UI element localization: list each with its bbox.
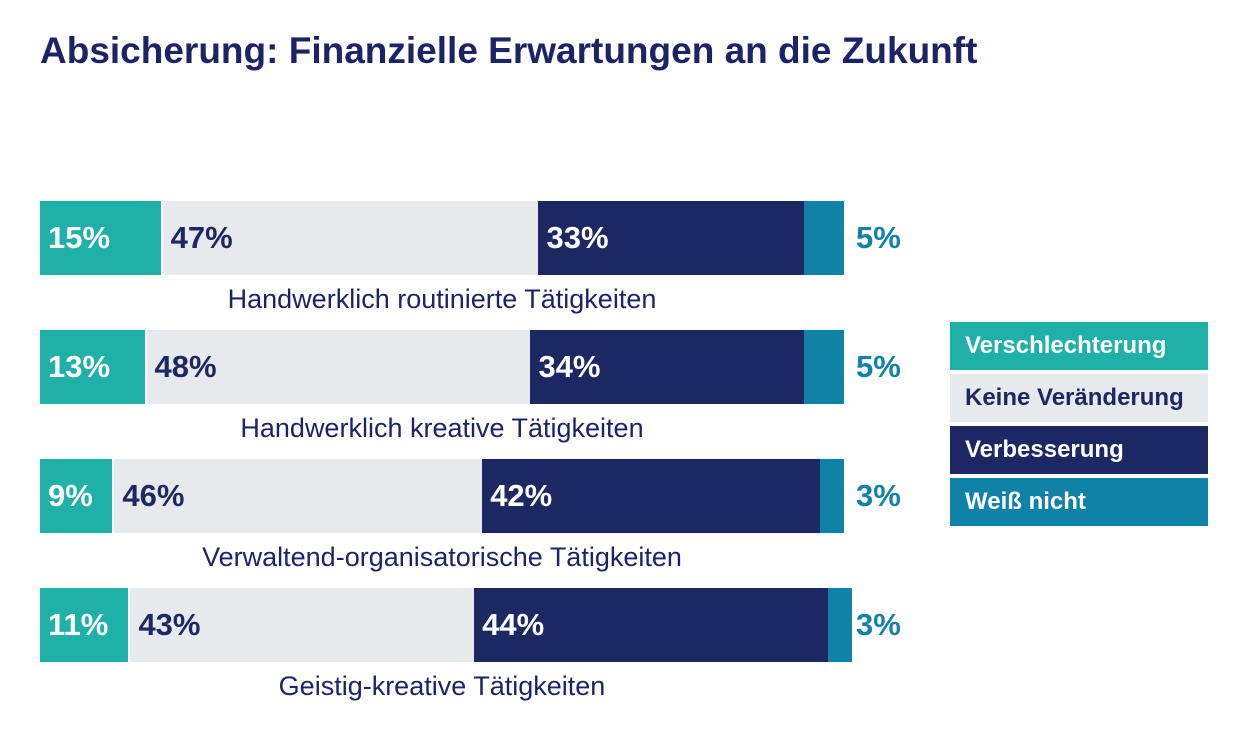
- data-label-weiss-nicht: 5%: [856, 220, 901, 255]
- bar-row-2: 13% 48% 34%: [40, 330, 844, 404]
- bar-segment-verbesserung: 44%: [474, 588, 828, 662]
- legend-item-keine-veraenderung: Keine Veränderung: [950, 374, 1208, 422]
- bar-segment-verschlechterung: 13%: [40, 330, 145, 404]
- chart-title: Absicherung: Finanzielle Erwartungen an …: [40, 30, 978, 71]
- bar-segment-weiss-nicht: [803, 201, 844, 275]
- legend-item-weiss-nicht: Weiß nicht: [950, 478, 1208, 526]
- bar-segment-keine-veraenderung: 48%: [144, 330, 531, 404]
- category-label: Geistig-kreative Tätigkeiten: [278, 671, 606, 701]
- data-label-weiss-nicht: 3%: [856, 607, 901, 642]
- legend-item-verschlechterung: Verschlechterung: [950, 322, 1208, 370]
- bar-segment-keine-veraenderung: 46%: [112, 459, 483, 533]
- bar-segment-keine-veraenderung: 43%: [128, 588, 475, 662]
- bar-segment-keine-veraenderung: 47%: [160, 201, 539, 275]
- bar-segment-weiss-nicht: [819, 459, 844, 533]
- bar-segment-weiss-nicht: [827, 588, 853, 662]
- bar-segment-verbesserung: 33%: [538, 201, 804, 275]
- bar-row-1: 15% 47% 33%: [40, 201, 844, 275]
- bar-segment-verschlechterung: 9%: [40, 459, 113, 533]
- legend: Verschlechterung Keine Veränderung Verbess…: [950, 322, 1208, 530]
- bar-segment-verbesserung: 42%: [482, 459, 820, 533]
- data-label-weiss-nicht: 3%: [856, 478, 901, 513]
- bar-segment-verschlechterung: 15%: [40, 201, 161, 275]
- data-label-weiss-nicht: 5%: [856, 349, 901, 384]
- category-label: Handwerklich routinierte Tätigkeiten: [227, 284, 657, 314]
- bar-segment-verschlechterung: 11%: [40, 588, 129, 662]
- category-label: Verwaltend-organisatorische Tätigkeiten: [202, 542, 682, 572]
- bar-segment-verbesserung: 34%: [530, 330, 804, 404]
- bar-row-4: 11% 43% 44%: [40, 588, 853, 662]
- bar-row-3: 9% 46% 42%: [40, 459, 844, 533]
- bar-segment-weiss-nicht: [803, 330, 844, 404]
- category-label: Handwerklich kreative Tätigkeiten: [240, 413, 644, 443]
- legend-item-verbesserung: Verbesserung: [950, 426, 1208, 474]
